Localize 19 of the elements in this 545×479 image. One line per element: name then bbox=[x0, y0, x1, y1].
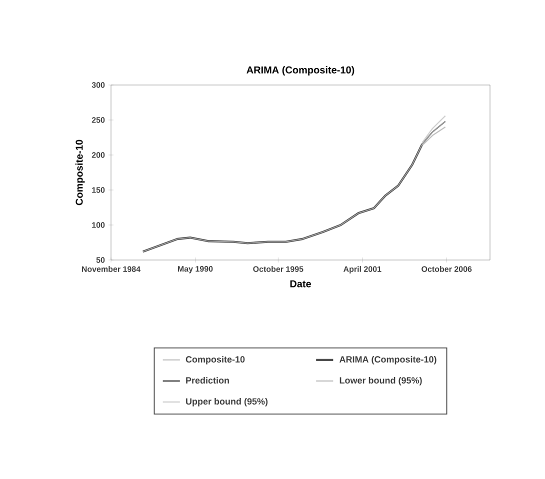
chart-title: ARIMA (Composite-10) bbox=[246, 66, 354, 76]
legend-label: Lower bound (95%) bbox=[340, 376, 422, 386]
x-tick-label: April 2001 bbox=[343, 266, 382, 274]
y-tick-label: 200 bbox=[92, 152, 105, 158]
legend-label: ARIMA (Composite-10) bbox=[339, 356, 436, 364]
y-tick-label: 300 bbox=[92, 82, 105, 88]
y-tick-label: 50 bbox=[96, 257, 105, 263]
y-axis-title: Composite-10 bbox=[75, 140, 85, 206]
legend-label: Upper bound (95%) bbox=[186, 398, 268, 406]
x-tick-label: November 1984 bbox=[82, 266, 141, 272]
x-tick-label: October 1995 bbox=[253, 266, 304, 272]
y-tick-label: 100 bbox=[92, 222, 105, 228]
x-axis-title: Date bbox=[290, 280, 311, 288]
x-tick-label: May 1990 bbox=[178, 266, 213, 274]
y-tick-label: 150 bbox=[92, 187, 105, 193]
legend-label: Composite-10 bbox=[186, 356, 245, 364]
x-tick-label: October 2006 bbox=[422, 266, 472, 272]
legend-label: Prediction bbox=[186, 376, 229, 384]
y-tick-label: 250 bbox=[92, 117, 105, 123]
